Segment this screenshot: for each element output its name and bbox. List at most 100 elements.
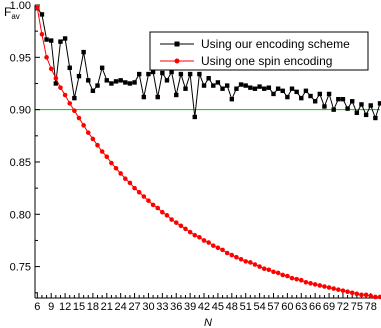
- y-axis-label-main: F: [4, 5, 11, 19]
- data-point: [99, 65, 105, 70]
- data-point: [280, 272, 286, 278]
- x-tick-label: 15: [73, 301, 85, 313]
- x-tick-label: 63: [295, 301, 307, 313]
- x-tick-label: 30: [142, 301, 154, 313]
- data-point: [99, 149, 105, 154]
- data-point: [72, 95, 77, 101]
- x-tick-label: 27: [128, 301, 140, 313]
- x-tick-label: 21: [101, 301, 113, 313]
- data-point: [350, 99, 355, 104]
- data-point: [280, 88, 285, 94]
- data-point: [359, 292, 364, 298]
- data-point: [331, 286, 336, 291]
- x-tick-label: 51: [240, 301, 252, 313]
- data-point: [169, 217, 174, 222]
- data-point: [39, 12, 45, 17]
- x-tick-label: 72: [337, 301, 349, 313]
- data-point: [48, 66, 54, 72]
- data-point: [303, 88, 309, 94]
- data-point: [368, 103, 373, 108]
- data-point: [299, 95, 304, 101]
- data-point: [192, 232, 198, 238]
- data-point: [49, 38, 54, 43]
- data-point: [261, 266, 267, 272]
- data-point: [109, 160, 114, 166]
- x-tick-label: 57: [267, 301, 279, 313]
- data-point: [118, 78, 123, 83]
- data-point: [368, 293, 374, 299]
- data-point: [210, 243, 216, 248]
- data-point: [377, 101, 381, 106]
- data-point: [345, 106, 350, 111]
- data-point: [39, 32, 45, 37]
- data-point: [363, 292, 369, 298]
- y-tick-label: 0.95: [10, 52, 31, 64]
- data-point: [164, 213, 170, 218]
- data-point: [331, 107, 336, 112]
- axes: 0.75 0.80 0.85 0.90 0.95 1.00 6 9 12 15 18 21 24 27 30…: [4, 0, 381, 328]
- data-point: [53, 75, 59, 81]
- data-point: [294, 89, 299, 95]
- legend-box: [149, 31, 369, 71]
- y-axis-label: Fav: [4, 5, 20, 21]
- data-point: [62, 36, 68, 41]
- data-point: [238, 256, 244, 262]
- data-point: [150, 69, 156, 75]
- x-tick-label: 12: [59, 301, 71, 313]
- data-point: [67, 65, 72, 70]
- y-axis-label-sub: av: [11, 12, 19, 21]
- data-point: [349, 290, 355, 296]
- data-point: [248, 260, 253, 265]
- data-point: [345, 289, 350, 295]
- x-tick-label: 45: [212, 301, 224, 313]
- data-point: [220, 86, 225, 91]
- data-point: [340, 288, 346, 293]
- data-point: [113, 165, 119, 171]
- x-tick-label: 42: [198, 301, 210, 313]
- data-point: [354, 110, 360, 115]
- data-point: [127, 81, 133, 86]
- data-point: [86, 78, 91, 83]
- data-point: [252, 262, 258, 267]
- data-point: [243, 259, 249, 264]
- y-tick-label: 0.80: [10, 209, 31, 221]
- data-point: [72, 108, 77, 113]
- data-point: [109, 81, 114, 86]
- data-point: [229, 252, 235, 258]
- data-point: [206, 76, 211, 81]
- series-layer: [35, 5, 381, 300]
- data-point: [132, 80, 137, 85]
- data-point: [44, 55, 49, 60]
- x-tick-label: 9: [48, 301, 54, 313]
- legend-swatch-marker: [174, 41, 180, 47]
- data-point: [252, 86, 258, 91]
- data-point: [62, 92, 68, 98]
- data-point: [95, 142, 100, 148]
- data-point: [206, 240, 211, 245]
- data-point: [67, 101, 73, 106]
- data-point: [160, 209, 165, 215]
- data-point: [275, 270, 281, 276]
- data-point: [373, 115, 378, 121]
- data-point: [104, 78, 109, 83]
- data-point: [229, 96, 235, 102]
- data-point: [336, 287, 341, 292]
- data-point: [178, 223, 184, 229]
- data-point: [76, 73, 82, 79]
- data-point: [44, 37, 49, 42]
- data-point: [85, 130, 91, 135]
- data-point: [183, 86, 188, 91]
- x-tick-label: 6: [34, 301, 40, 313]
- data-point: [336, 96, 341, 102]
- data-point: [289, 275, 295, 281]
- data-point: [308, 281, 313, 286]
- data-point: [141, 94, 147, 100]
- data-point: [285, 273, 290, 279]
- data-point: [377, 294, 381, 300]
- x-tick-label: 75: [351, 301, 363, 313]
- series-0: [35, 5, 381, 121]
- x-tick-label: 54: [253, 301, 265, 313]
- data-point: [183, 226, 188, 232]
- data-point: [340, 96, 346, 102]
